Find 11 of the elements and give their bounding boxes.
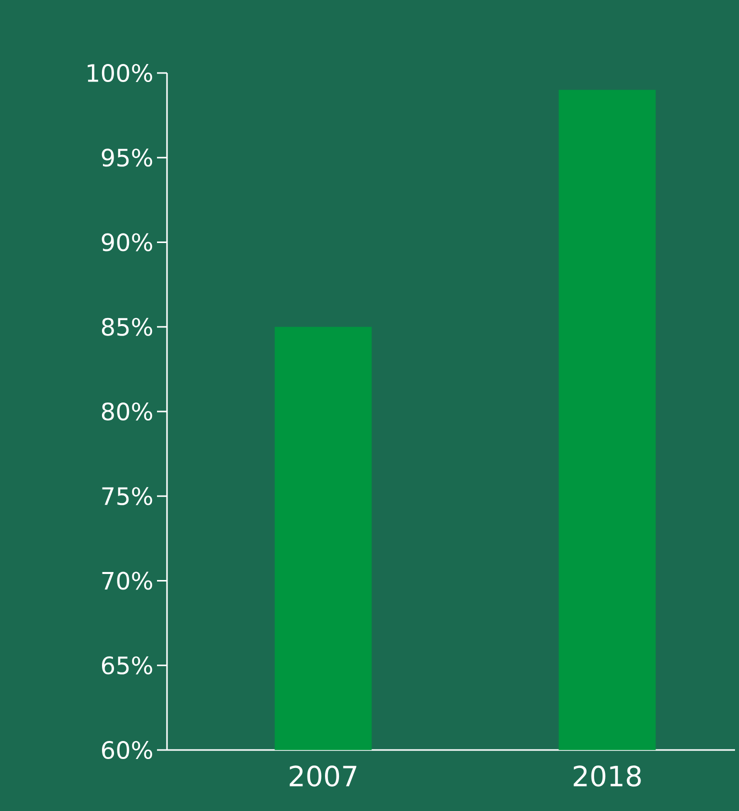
y-tick-label: 75%: [102, 487, 152, 506]
y-tick-label: 80%: [102, 402, 152, 421]
y-tick-label: 85%: [102, 318, 152, 336]
y-tick-label: 100%: [88, 64, 152, 82]
y-tick-label: 60%: [102, 740, 152, 760]
y-tick-label: 95%: [102, 148, 152, 167]
x-tick-label: 2007: [290, 766, 356, 787]
y-tick-label: 65%: [102, 656, 152, 674]
x-tick-label: 2018: [574, 766, 641, 787]
y-tick-label: 70%: [102, 572, 152, 590]
y-tick-label: 90%: [102, 233, 152, 252]
